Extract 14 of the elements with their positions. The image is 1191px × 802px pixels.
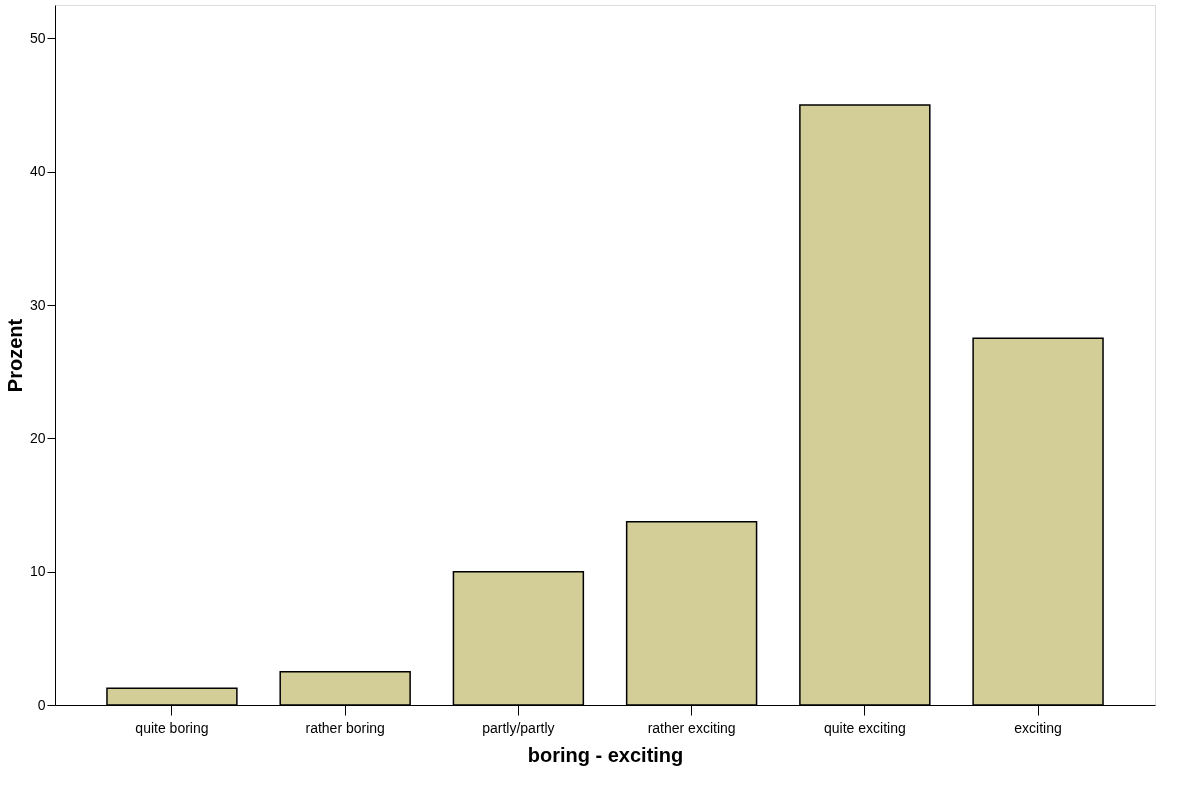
x-tick-label: rather boring bbox=[305, 719, 385, 736]
x-tick-label: rather exciting bbox=[647, 719, 736, 736]
x-tick-label: quite boring bbox=[135, 719, 209, 736]
y-tick-label: 30 bbox=[29, 296, 46, 313]
y-tick-label: 10 bbox=[29, 563, 46, 580]
x-tick-label: exciting bbox=[1014, 719, 1062, 736]
y-tick-label: 40 bbox=[29, 163, 46, 180]
y-tick-label: 20 bbox=[29, 429, 46, 446]
x-tick-label: partly/partly bbox=[482, 719, 555, 736]
y-tick-label: 50 bbox=[29, 29, 46, 46]
y-tick-label: 0 bbox=[37, 696, 46, 713]
x-axis-title: boring - exciting bbox=[527, 743, 684, 766]
x-tick-label: quite exciting bbox=[823, 719, 906, 736]
y-axis-title: Prozent bbox=[3, 318, 26, 393]
